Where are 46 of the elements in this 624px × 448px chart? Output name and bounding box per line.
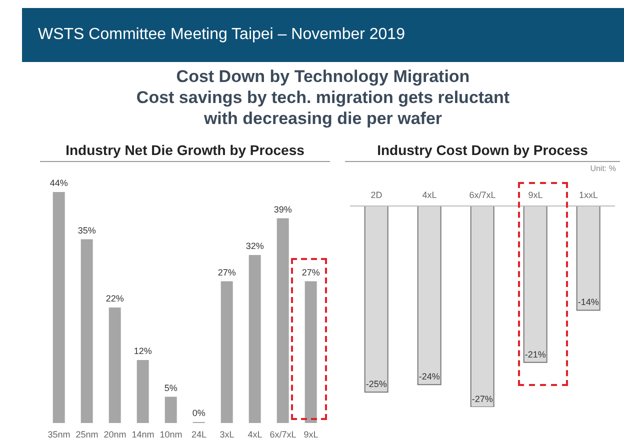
text: with decreasing die per wafer (202, 108, 444, 129)
data-label: 27% (218, 267, 236, 278)
bar (80, 239, 93, 423)
text: Unit: % (590, 164, 616, 173)
text: WSTS Committee Meeting Taipei – November 2019 (38, 26, 405, 44)
bar (164, 396, 177, 423)
bar (248, 255, 261, 423)
data-label: 0% (192, 408, 206, 418)
x-tick-label: 24L (191, 429, 207, 440)
bar (52, 192, 65, 423)
x-tick-label: 6x/7xL (469, 190, 496, 200)
bar (108, 308, 121, 423)
x-tick-label: 9xL (528, 190, 543, 200)
data-label: -27% (472, 394, 493, 404)
data-label: 12% (134, 346, 152, 356)
x-tick-label: 4xL (248, 429, 262, 440)
x-tick-label: 9xL (304, 429, 318, 440)
bar (276, 218, 289, 423)
data-label: -14% (578, 297, 599, 308)
data-label: 5% (164, 382, 178, 393)
chart-title: Industry Cost Down by Process (345, 142, 620, 162)
x-tick-label: 35nm (48, 429, 70, 440)
data-label: -21% (524, 349, 546, 360)
data-label: 22% (106, 294, 124, 304)
x-tick-label: 1xxL (578, 190, 598, 200)
data-label: 27% (302, 267, 320, 278)
data-label: 35% (78, 225, 96, 236)
x-tick-label: 14nm (132, 429, 154, 440)
bar (136, 360, 149, 423)
x-tick-label: 10nm (160, 429, 182, 440)
data-label: 32% (246, 241, 264, 251)
bar (304, 281, 317, 423)
x-tick-label: 3xL (220, 429, 234, 440)
text: Cost Down by Technology Migration (175, 66, 471, 87)
data-label: 39% (274, 204, 292, 214)
x-tick-label: 4xL (422, 190, 437, 200)
chart-title: Industry Net Die Growth by Process (40, 142, 330, 162)
data-label: -25% (366, 379, 387, 390)
x-tick-label: 2D (370, 190, 383, 200)
text: Cost savings by tech. migration gets reluctant (135, 87, 511, 108)
data-label: 44% (50, 178, 68, 188)
x-tick-label: 20nm (104, 429, 126, 440)
bar (220, 281, 233, 423)
x-tick-label: 25nm (76, 429, 98, 440)
x-tick-label: 6x/7xL (270, 429, 296, 440)
data-label: -24% (418, 372, 440, 382)
